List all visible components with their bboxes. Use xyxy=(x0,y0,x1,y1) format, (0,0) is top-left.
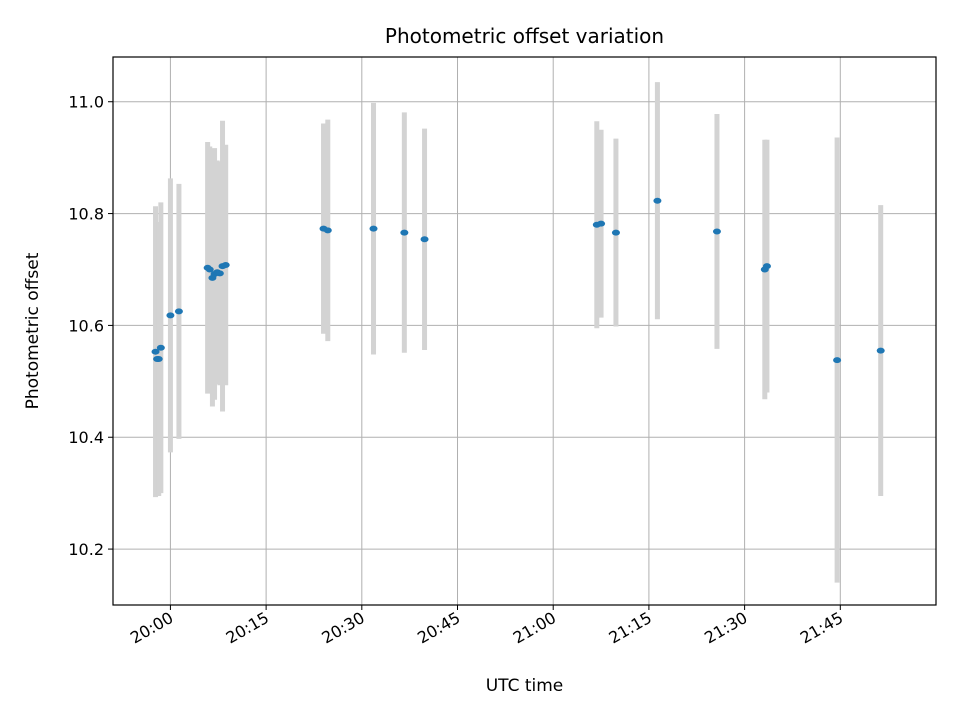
data-point xyxy=(762,263,771,270)
data-point xyxy=(833,357,842,364)
plot-frame xyxy=(112,56,937,606)
y-tick-label: 10.2 xyxy=(68,540,104,559)
y-tick-label: 11.0 xyxy=(68,93,104,112)
data-point xyxy=(597,220,606,227)
y-tick-label: 10.6 xyxy=(68,316,104,335)
x-axis-label: UTC time xyxy=(486,676,564,696)
grid-layer xyxy=(113,57,936,605)
data-point xyxy=(420,236,429,243)
point-layer xyxy=(151,197,885,364)
data-point xyxy=(166,312,175,319)
data-point xyxy=(876,347,885,354)
data-point xyxy=(221,262,230,269)
data-point xyxy=(611,229,620,236)
data-point xyxy=(653,197,662,204)
data-point xyxy=(156,344,165,351)
data-point xyxy=(323,227,332,234)
data-point xyxy=(174,308,183,315)
data-point xyxy=(369,225,378,232)
data-point xyxy=(400,229,409,236)
data-point xyxy=(712,228,721,235)
data-point xyxy=(151,348,160,355)
data-point xyxy=(154,355,163,362)
y-tick-label: 10.8 xyxy=(68,205,104,224)
y-tick-label: 10.4 xyxy=(68,428,104,447)
data-point xyxy=(205,266,214,273)
y-axis-label: Photometric offset xyxy=(23,252,43,409)
chart-title: Photometric offset variation xyxy=(385,24,664,48)
data-point xyxy=(215,270,224,277)
